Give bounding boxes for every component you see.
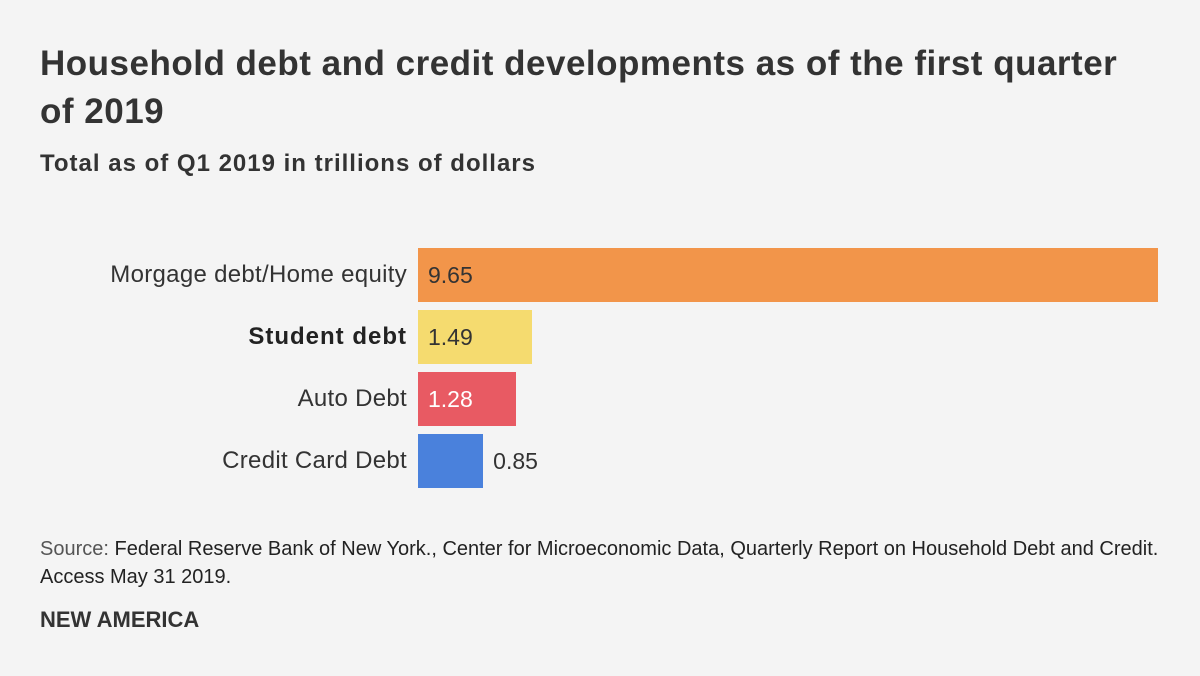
bar [418,310,533,364]
bar [418,434,484,488]
category-label: Auto Debt [297,385,407,412]
source-label: Source: [40,538,109,560]
chart-title: Household debt and credit developments a… [40,44,1118,131]
category-label: Student debt [248,323,407,350]
value-label: 1.28 [428,386,473,412]
value-label: 1.49 [428,324,473,350]
category-label: Morgage debt/Home equity [110,261,407,288]
bar-chart: Morgage debt/Home equity 9.65 Student debt… [0,230,1200,510]
value-label: 9.65 [428,262,473,288]
source-note: Source: Federal Reserve Bank of New York… [40,535,1160,591]
brand-logo: NEW AMERICA [40,607,200,632]
chart-subtitle: Total as of Q1 2019 in trillions of doll… [40,150,536,177]
value-label: 0.85 [493,448,538,474]
source-text: Federal Reserve Bank of New York., Cente… [40,538,1159,588]
bar [418,248,1158,302]
category-label: Credit Card Debt [222,447,407,474]
bar [418,372,517,426]
